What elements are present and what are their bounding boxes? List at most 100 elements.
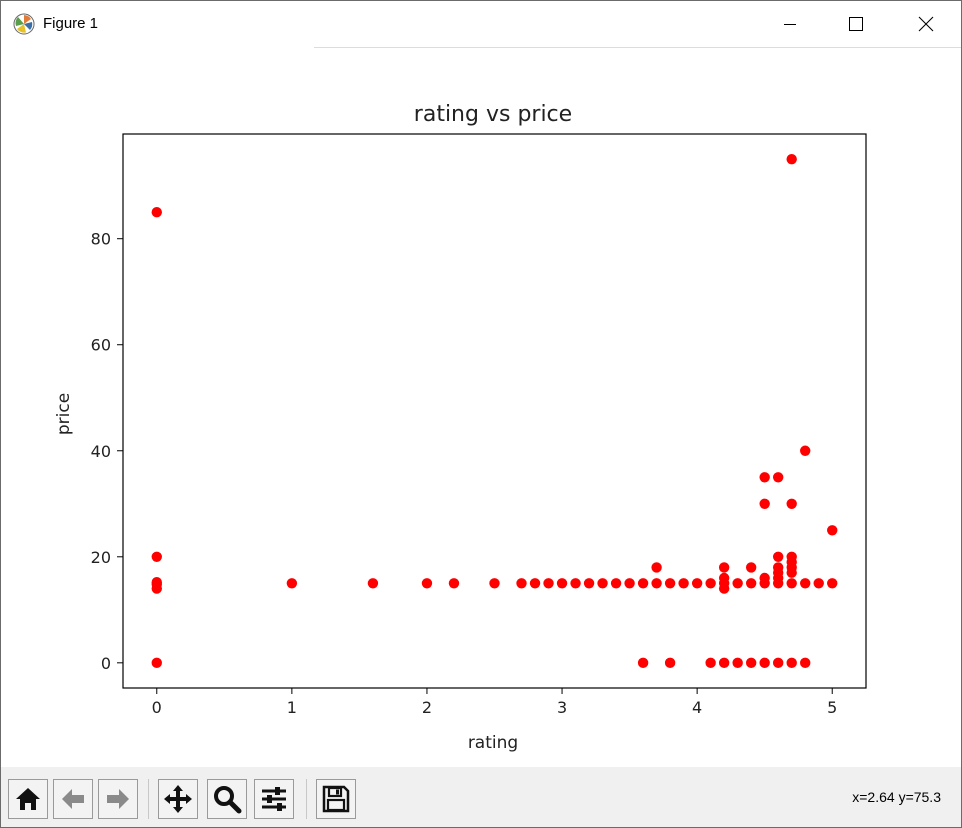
scatter-point bbox=[732, 578, 743, 589]
scatter-point bbox=[556, 578, 568, 589]
scatter-point bbox=[772, 472, 784, 483]
scatter-point bbox=[637, 578, 649, 589]
window-title: Figure 1 bbox=[43, 15, 99, 32]
scatter-point bbox=[786, 578, 797, 589]
scatter-point bbox=[772, 657, 784, 669]
title-separator bbox=[314, 47, 961, 48]
axes-frame bbox=[122, 133, 867, 689]
scatter-point bbox=[827, 578, 838, 589]
scatter-point bbox=[800, 578, 811, 589]
scatter-point bbox=[286, 578, 298, 589]
scatter-point bbox=[759, 472, 770, 483]
scatter-point bbox=[583, 578, 595, 589]
pan-button[interactable] bbox=[158, 779, 198, 819]
scatter-point bbox=[610, 578, 622, 589]
maximize-icon bbox=[849, 17, 863, 31]
scatter-point bbox=[678, 578, 689, 589]
x-tick-label: 3 bbox=[557, 698, 567, 717]
cursor-coordinates: x=2.64 y=75.3 bbox=[852, 789, 941, 805]
scatter-point bbox=[786, 498, 797, 509]
y-tick-label: 20 bbox=[91, 548, 111, 567]
scatter-point bbox=[718, 562, 730, 573]
scatter-point bbox=[570, 578, 581, 589]
scatter-point bbox=[772, 562, 784, 573]
maximize-button[interactable] bbox=[833, 1, 879, 47]
zoom-button[interactable] bbox=[207, 779, 247, 819]
x-tick-label: 0 bbox=[152, 698, 162, 717]
y-tick-label: 80 bbox=[91, 230, 111, 249]
y-axis-label: price bbox=[54, 393, 74, 435]
scatter-point bbox=[745, 578, 757, 589]
close-button[interactable] bbox=[903, 1, 949, 47]
scatter-point bbox=[529, 578, 541, 589]
minimize-button[interactable] bbox=[767, 1, 813, 47]
x-axis: 0 1 2 3 4 5 bbox=[152, 688, 837, 717]
scatter-point bbox=[151, 206, 162, 218]
scatter-point bbox=[705, 657, 716, 669]
scatter-point bbox=[786, 551, 797, 562]
scatter-point bbox=[543, 578, 554, 589]
scatter-point bbox=[759, 657, 770, 669]
scatter-point bbox=[651, 578, 662, 589]
toolbar-separator bbox=[306, 779, 307, 819]
close-icon bbox=[918, 16, 934, 32]
floppy-disk-icon bbox=[322, 785, 350, 813]
scatter-point bbox=[516, 578, 527, 589]
x-tick-label: 4 bbox=[692, 698, 702, 717]
y-tick-label: 0 bbox=[101, 654, 111, 673]
scatter-point bbox=[772, 551, 784, 562]
scatter-point bbox=[800, 445, 811, 456]
scatter-series bbox=[151, 153, 838, 669]
arrow-right-icon bbox=[107, 789, 129, 809]
x-axis-label: rating bbox=[468, 733, 518, 753]
scatter-point bbox=[151, 583, 162, 594]
matplotlib-logo-icon bbox=[13, 13, 35, 35]
sliders-icon bbox=[262, 787, 286, 811]
scatter-point bbox=[448, 578, 460, 589]
scatter-point bbox=[786, 153, 797, 165]
chart-title: rating vs price bbox=[414, 102, 572, 127]
x-tick-label: 5 bbox=[827, 698, 837, 717]
minimize-icon bbox=[784, 24, 796, 25]
y-axis: 0 20 40 60 80 bbox=[91, 230, 123, 673]
scatter-point bbox=[597, 578, 608, 589]
scatter-point bbox=[705, 578, 716, 589]
scatter-point bbox=[651, 562, 662, 573]
magnifier-icon bbox=[214, 786, 242, 814]
scatter-point bbox=[718, 583, 730, 594]
forward-button[interactable] bbox=[98, 779, 138, 819]
scatter-point bbox=[624, 578, 635, 589]
y-tick-label: 60 bbox=[91, 336, 111, 355]
navigation-toolbar: x=2.64 y=75.3 bbox=[1, 767, 961, 827]
home-button[interactable] bbox=[8, 779, 48, 819]
arrow-left-icon bbox=[62, 789, 84, 809]
scatter-point bbox=[786, 657, 797, 669]
x-tick-label: 1 bbox=[287, 698, 297, 717]
scatter-point bbox=[718, 572, 730, 584]
scatter-point bbox=[151, 657, 162, 669]
move-icon bbox=[164, 785, 192, 813]
scatter-point bbox=[489, 578, 500, 589]
scatter-point bbox=[759, 498, 770, 509]
scatter-point bbox=[421, 578, 433, 589]
scatter-point bbox=[664, 578, 676, 589]
back-button[interactable] bbox=[53, 779, 93, 819]
toolbar-separator bbox=[148, 779, 149, 819]
configure-subplots-button[interactable] bbox=[254, 779, 294, 819]
scatter-point bbox=[827, 525, 838, 536]
scatter-point bbox=[718, 657, 730, 669]
home-icon bbox=[16, 788, 40, 810]
scatter-point bbox=[745, 562, 757, 573]
scatter-point bbox=[732, 657, 743, 669]
x-tick-label: 2 bbox=[422, 698, 432, 717]
scatter-point bbox=[367, 578, 379, 589]
save-button[interactable] bbox=[316, 779, 356, 819]
scatter-point bbox=[800, 657, 811, 669]
title-bar[interactable]: Figure 1 bbox=[1, 1, 961, 47]
scatter-point bbox=[745, 657, 757, 669]
scatter-point bbox=[664, 657, 676, 669]
scatter-point bbox=[759, 572, 770, 584]
scatter-point bbox=[813, 578, 824, 589]
